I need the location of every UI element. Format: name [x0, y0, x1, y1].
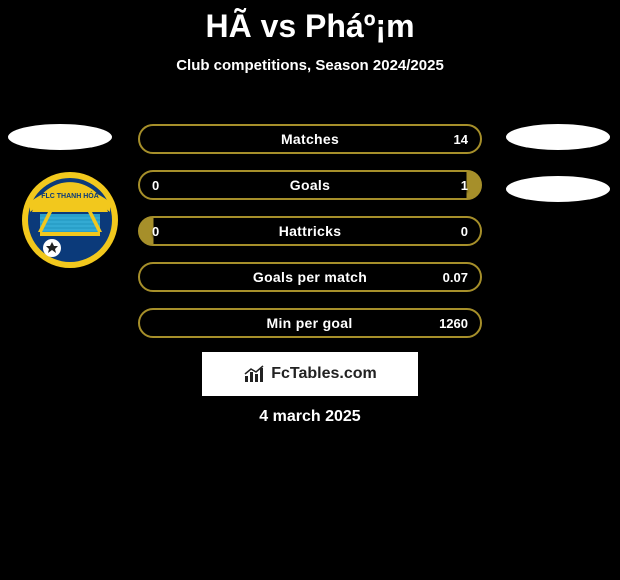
stat-label: Matches — [281, 131, 339, 147]
stat-row-mpg: Min per goal 1260 — [138, 308, 482, 338]
svg-text:FLC THANH HÓA: FLC THANH HÓA — [41, 191, 99, 200]
stat-label: Hattricks — [279, 223, 342, 239]
stat-right-value: 0 — [440, 224, 468, 239]
stat-left-value: 0 — [152, 224, 180, 239]
stat-label: Min per goal — [267, 315, 353, 331]
attribution-text: FcTables.com — [271, 365, 377, 383]
player-right-placeholder-1 — [506, 124, 610, 150]
stat-row-matches: Matches 14 — [138, 124, 482, 154]
chart-icon — [243, 364, 267, 384]
stat-row-hattricks: 0 Hattricks 0 — [138, 216, 482, 246]
stat-right-value: 14 — [440, 132, 468, 147]
stats-container: Matches 14 0 Goals 1 0 Hattricks 0 Goals… — [138, 124, 482, 354]
badge-svg: FLC THANH HÓA — [20, 170, 120, 270]
club-badge: FLC THANH HÓA — [20, 170, 120, 275]
stat-label: Goals — [290, 177, 330, 193]
stat-right-value: 0.07 — [440, 270, 468, 285]
date-text: 4 march 2025 — [0, 408, 620, 426]
subtitle: Club competitions, Season 2024/2025 — [0, 57, 620, 74]
player-right-placeholder-2 — [506, 176, 610, 202]
stat-row-gpm: Goals per match 0.07 — [138, 262, 482, 292]
stat-row-goals: 0 Goals 1 — [138, 170, 482, 200]
stat-right-value: 1260 — [439, 316, 468, 331]
stat-right-value: 1 — [440, 178, 468, 193]
stat-label: Goals per match — [253, 269, 367, 285]
page-title: HÃ vs Pháº¡m — [0, 0, 620, 45]
attribution-box: FcTables.com — [202, 352, 418, 396]
player-left-placeholder — [8, 124, 112, 150]
stat-left-value: 0 — [152, 178, 180, 193]
